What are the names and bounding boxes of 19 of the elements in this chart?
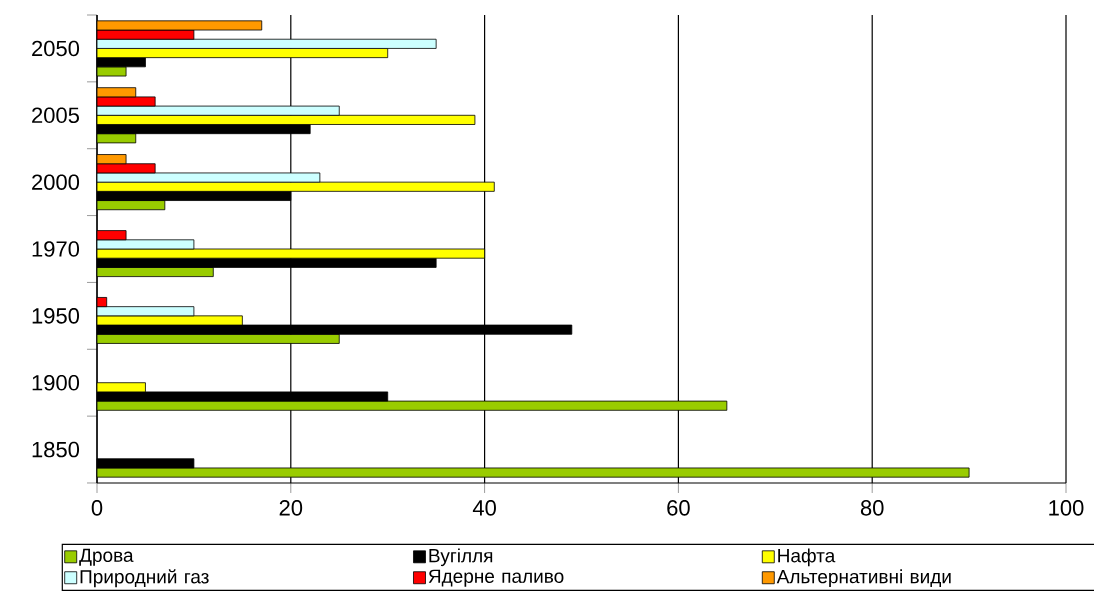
x-tick-label: 0: [91, 500, 103, 516]
y-tick-label: 1850: [32, 441, 80, 458]
legend-label: Нафта: [778, 548, 836, 567]
x-tick-label: 60: [667, 500, 690, 516]
legend-label: Альтернативні види: [776, 569, 951, 588]
y-tick-label: 1950: [32, 308, 80, 324]
legend-label: Природний газ: [80, 569, 209, 588]
x-tick-label: 20: [279, 500, 303, 516]
y-tick-label: 2000: [32, 174, 80, 190]
x-tick-label: 40: [472, 500, 496, 516]
legend-label: Вугілля: [429, 548, 493, 567]
y-tick-label: 2050: [32, 40, 80, 57]
y-tick-label: 1970: [32, 241, 80, 257]
legend-label: Дрова: [79, 548, 134, 566]
y-tick-label: 1900: [32, 374, 80, 391]
x-tick-label: 80: [860, 500, 884, 516]
legend-label: Ядерне паливо: [428, 569, 564, 587]
x-tick-label: 100: [1049, 500, 1084, 516]
y-tick-label: 2005: [32, 107, 79, 124]
